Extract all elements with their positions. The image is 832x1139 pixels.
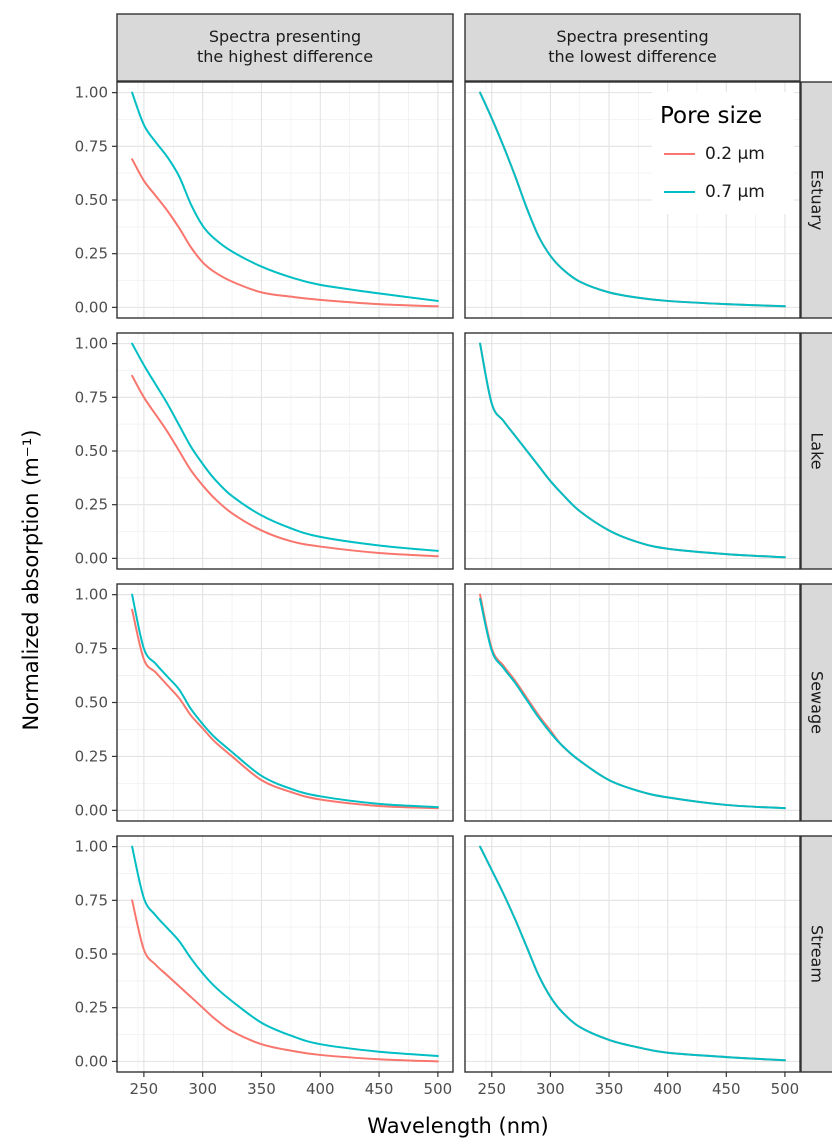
series-line-0-7um-sewage-highest [131,593,439,809]
panel-lake-highest [117,333,453,569]
panel-lake-lowest [465,333,800,569]
y-tick-label: 0.25 [75,496,108,514]
series-line-0-7um-lake-lowest [479,342,786,559]
y-tick-label: 0.50 [75,442,108,460]
facet-strip-column [116,13,454,82]
x-tick-label: 450 [712,1080,741,1098]
y-tick-label: 1.00 [75,838,108,856]
y-tick-label: 1.00 [75,84,108,102]
y-tick-label: 0.50 [75,945,108,963]
facet-strip-column-label: Spectra presenting the lowest difference [548,27,717,66]
y-tick-label: 1.00 [75,335,108,353]
panel-border [464,81,801,319]
x-tick-label: 500 [424,1080,453,1098]
y-tick-label: 0.50 [75,191,108,209]
panel-stream-lowest [465,836,800,1072]
series-line-0-7um-sewage-lowest [479,597,786,810]
series-line-0-7um-estuary-highest [131,91,439,302]
legend: Pore size 0.2 µm 0.7 µm [652,92,794,214]
series-line-0-2um-stream-highest [131,899,439,1063]
y-tick-label: 0.75 [75,137,108,155]
series-line-0-2um-estuary-highest [131,158,439,308]
facet-strip-column-label-line: Spectra presenting [556,27,708,46]
facet-strip-row [800,81,832,319]
x-tick-label: 250 [130,1080,159,1098]
facet-strip-row-label: Sewage [808,671,827,734]
panel-border [464,835,801,1073]
x-tick-label: 500 [771,1080,800,1098]
series-line-0-2um-lake-highest [131,374,439,558]
facet-strip-row-label: Lake [808,432,827,469]
facet-strip-column-label-line: the highest difference [197,47,373,66]
y-tick-label: 0.50 [75,694,108,712]
y-tick-label: 0.00 [75,549,108,567]
y-tick-label: 0.25 [75,747,108,765]
x-tick-label: 400 [306,1080,335,1098]
x-tick-label: 450 [365,1080,394,1098]
x-tick-label: 350 [595,1080,624,1098]
series-line-0-7um-stream-lowest [479,845,786,1062]
panel-sewage-highest [117,584,453,821]
y-tick-label: 0.25 [75,999,108,1017]
x-tick-label: 350 [247,1080,276,1098]
panel-estuary-highest [117,82,453,318]
x-tick-label: 300 [188,1080,217,1098]
facet-strip-column [464,13,801,82]
x-tick-label: 400 [653,1080,682,1098]
y-tick-label: 0.75 [75,640,108,658]
facet-strip-row [800,332,832,570]
series-line-0-2um-sewage-highest [131,608,439,810]
y-tick-label: 0.25 [75,245,108,263]
x-axis-title: Wavelength (nm) [367,1114,548,1138]
x-tick-label: 250 [477,1080,506,1098]
facet-strip-column-label-line: the lowest difference [548,47,717,66]
panel-border [464,332,801,570]
y-tick-label: 0.00 [75,801,108,819]
y-tick-label: 0.00 [75,1052,108,1070]
panel-sewage-lowest [465,584,800,821]
facet-strip-row [800,583,832,822]
facet-strip-row [800,835,832,1073]
series-line-0-7um-stream-highest [131,845,439,1058]
y-axis-title: Normalized absorption (m⁻¹) [19,430,43,731]
series-line-0-7um-lake-highest [131,342,439,552]
legend-title: Pore size [660,103,762,129]
y-tick-label: 0.75 [75,891,108,909]
facet-strip-row-label: Estuary [808,170,827,231]
legend-label: 0.2 µm [705,144,765,164]
panel-border [464,583,801,822]
y-tick-label: 0.00 [75,298,108,316]
x-tick-label: 300 [536,1080,565,1098]
series-line-0-7um-estuary-lowest [479,91,786,308]
facet-strip-row-label: Stream [808,925,827,983]
y-tick-label: 0.75 [75,388,108,406]
panel-stream-highest [117,836,453,1072]
legend-label: 0.7 µm [705,182,765,202]
facet-strip-column-label: Spectra presenting the highest difference [197,27,373,66]
y-tick-label: 1.00 [75,586,108,604]
facet-strip-column-label-line: Spectra presenting [209,27,361,46]
